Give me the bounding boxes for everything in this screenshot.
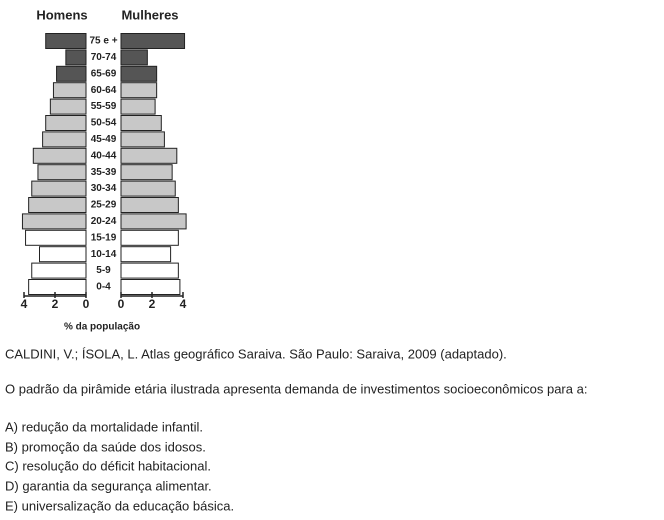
category-label: 35-39 — [91, 167, 117, 178]
bar — [120, 279, 181, 295]
bar — [120, 246, 172, 263]
category-label: 45-49 — [91, 134, 117, 145]
category-label: 15-19 — [91, 232, 117, 243]
x-tick-label: 2 — [149, 297, 156, 311]
bar — [45, 115, 87, 131]
bar — [120, 213, 187, 230]
bar — [120, 65, 158, 82]
bar — [65, 49, 87, 66]
category-label: 60-64 — [91, 85, 117, 96]
bar — [120, 164, 173, 181]
category-label: 5-9 — [96, 265, 111, 276]
category-label: 40-44 — [91, 150, 117, 161]
bar — [52, 82, 87, 99]
bar — [120, 82, 158, 99]
bar — [120, 131, 165, 148]
bar — [37, 164, 87, 181]
option[interactable]: B) promoção da saúde dos idosos. — [5, 439, 206, 454]
option[interactable]: D) garantia da segurança alimentar. — [5, 478, 212, 493]
legend-entry: Mulheres — [121, 7, 178, 22]
bar — [39, 246, 87, 263]
bar — [120, 98, 156, 115]
category-label: 70-74 — [91, 52, 117, 63]
x-tick-label: 4 — [21, 297, 28, 311]
bar — [120, 262, 179, 279]
bar — [120, 49, 148, 66]
bar — [56, 65, 87, 82]
bar — [25, 229, 87, 246]
legend-entry: Homens — [36, 7, 87, 22]
option[interactable]: E) universalização da educação básica. — [5, 498, 234, 513]
x-tick-label: 0 — [118, 297, 125, 311]
option[interactable]: C) resolução do déficit habitacional. — [5, 458, 211, 473]
category-label: 0-4 — [96, 282, 111, 293]
bar — [42, 131, 87, 148]
x-tick-label: 2 — [52, 297, 59, 311]
category-label: 20-24 — [91, 216, 117, 227]
bar — [28, 197, 87, 213]
bar — [28, 279, 87, 295]
option[interactable]: A) redução da mortalidade infantil. — [5, 419, 203, 434]
x-tick-label: 0 — [83, 297, 90, 311]
category-label: 25-29 — [91, 200, 117, 211]
category-label: 10-14 — [91, 249, 117, 260]
bar — [49, 98, 87, 115]
category-label: 75 e + — [89, 36, 117, 47]
bar — [120, 33, 186, 49]
bar — [120, 229, 179, 246]
question: O padrão da pirâmide etária ilustrada ap… — [5, 381, 587, 396]
source: CALDINI, V.; ÍSOLA, L. Atlas geográfico … — [5, 346, 507, 361]
category-label: 30-34 — [91, 183, 117, 194]
bar — [45, 33, 87, 49]
bar — [31, 180, 87, 197]
bar — [120, 147, 178, 164]
bar — [21, 213, 87, 230]
x-axis-label: % da população — [64, 322, 140, 333]
bar — [32, 147, 87, 164]
category-label: 65-69 — [91, 68, 117, 79]
bar — [31, 262, 87, 279]
bar — [120, 180, 176, 197]
category-label: 50-54 — [91, 118, 117, 129]
bar — [120, 115, 162, 131]
bar — [120, 197, 179, 213]
x-tick-label: 4 — [180, 297, 187, 311]
category-label: 55-59 — [91, 101, 117, 112]
